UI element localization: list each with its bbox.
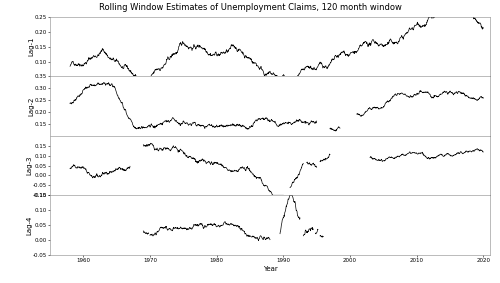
Y-axis label: Lag-2: Lag-2 bbox=[28, 97, 34, 116]
Y-axis label: Lag-4: Lag-4 bbox=[26, 215, 32, 235]
Text: Rolling Window Estimates of Unemployment Claims, 120 month window: Rolling Window Estimates of Unemployment… bbox=[98, 3, 402, 12]
X-axis label: Year: Year bbox=[262, 266, 278, 272]
Y-axis label: Lag-3: Lag-3 bbox=[26, 156, 32, 175]
Y-axis label: Lag-1: Lag-1 bbox=[28, 37, 34, 56]
